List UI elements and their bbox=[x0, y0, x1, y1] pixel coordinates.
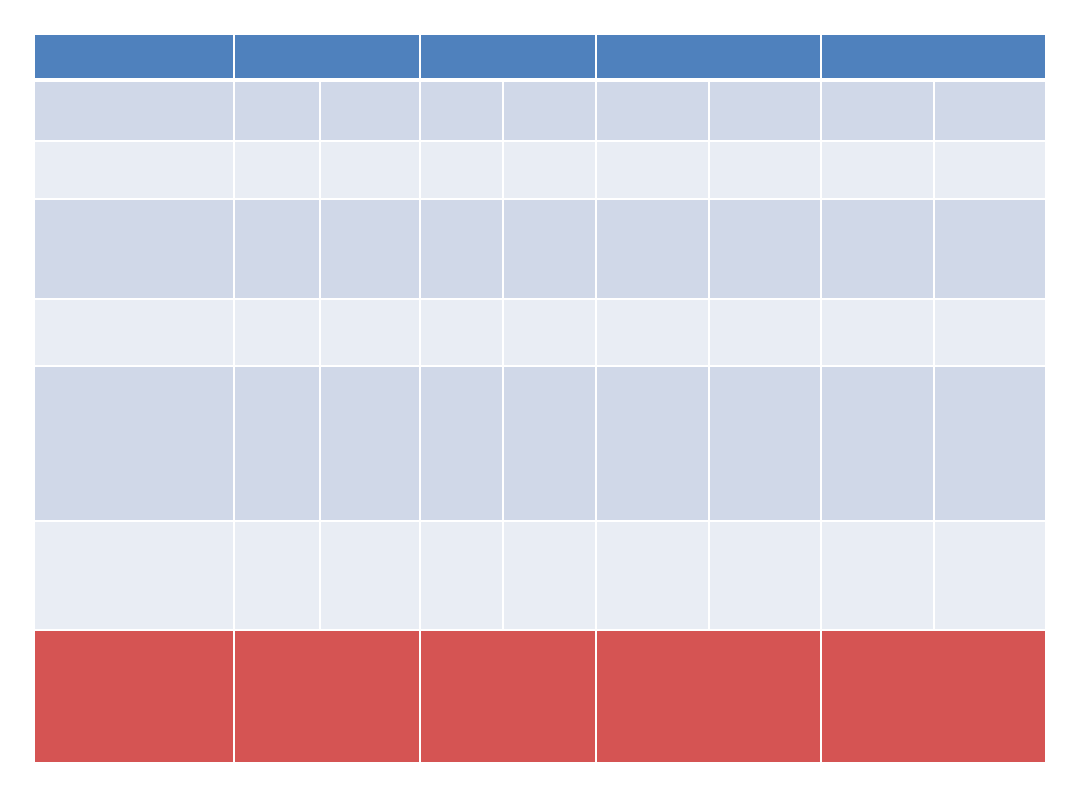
header-cell bbox=[597, 35, 820, 78]
body-cell bbox=[35, 200, 233, 298]
body-cell bbox=[321, 82, 419, 140]
body-cell bbox=[35, 367, 233, 520]
body-cell bbox=[822, 142, 933, 198]
body-cell bbox=[504, 522, 595, 629]
body-cell bbox=[421, 142, 502, 198]
body-cell bbox=[235, 367, 319, 520]
body-cell bbox=[321, 200, 419, 298]
body-cell bbox=[235, 200, 319, 298]
body-cell bbox=[421, 82, 502, 140]
body-cell bbox=[235, 142, 319, 198]
body-cell bbox=[710, 142, 820, 198]
body-cell bbox=[35, 300, 233, 365]
body-cell bbox=[504, 82, 595, 140]
body-cell bbox=[35, 82, 233, 140]
body-cell bbox=[935, 142, 1045, 198]
body-cell bbox=[597, 200, 708, 298]
body-cell bbox=[35, 142, 233, 198]
body-cell bbox=[321, 367, 419, 520]
body-cell bbox=[235, 522, 319, 629]
body-cell bbox=[822, 82, 933, 140]
footer-cell bbox=[597, 631, 820, 762]
body-cell bbox=[504, 300, 595, 365]
body-cell bbox=[710, 367, 820, 520]
body-cell bbox=[935, 300, 1045, 365]
footer-cell bbox=[822, 631, 1045, 762]
body-cell bbox=[935, 82, 1045, 140]
body-cell bbox=[710, 522, 820, 629]
body-cell bbox=[597, 82, 708, 140]
footer-cell bbox=[421, 631, 595, 762]
body-cell bbox=[710, 300, 820, 365]
body-cell bbox=[321, 522, 419, 629]
body-cell bbox=[321, 142, 419, 198]
body-cell bbox=[504, 200, 595, 298]
body-cell bbox=[822, 367, 933, 520]
body-cell bbox=[597, 522, 708, 629]
body-cell bbox=[321, 300, 419, 365]
body-cell bbox=[421, 200, 502, 298]
body-cell bbox=[822, 300, 933, 365]
body-cell bbox=[504, 142, 595, 198]
body-cell bbox=[935, 522, 1045, 629]
body-cell bbox=[710, 200, 820, 298]
body-cell bbox=[235, 82, 319, 140]
footer-cell bbox=[35, 631, 233, 762]
body-cell bbox=[235, 300, 319, 365]
body-cell bbox=[822, 522, 933, 629]
body-cell bbox=[935, 200, 1045, 298]
body-cell bbox=[935, 367, 1045, 520]
body-cell bbox=[421, 522, 502, 629]
header-cell bbox=[235, 35, 419, 78]
body-cell bbox=[421, 300, 502, 365]
body-cell bbox=[822, 200, 933, 298]
body-cell bbox=[421, 367, 502, 520]
header-cell bbox=[35, 35, 233, 78]
body-cell bbox=[35, 522, 233, 629]
body-cell bbox=[504, 367, 595, 520]
body-cell bbox=[710, 82, 820, 140]
header-cell bbox=[822, 35, 1045, 78]
footer-cell bbox=[235, 631, 419, 762]
header-cell bbox=[421, 35, 595, 78]
body-cell bbox=[597, 142, 708, 198]
body-cell bbox=[597, 300, 708, 365]
body-cell bbox=[597, 367, 708, 520]
